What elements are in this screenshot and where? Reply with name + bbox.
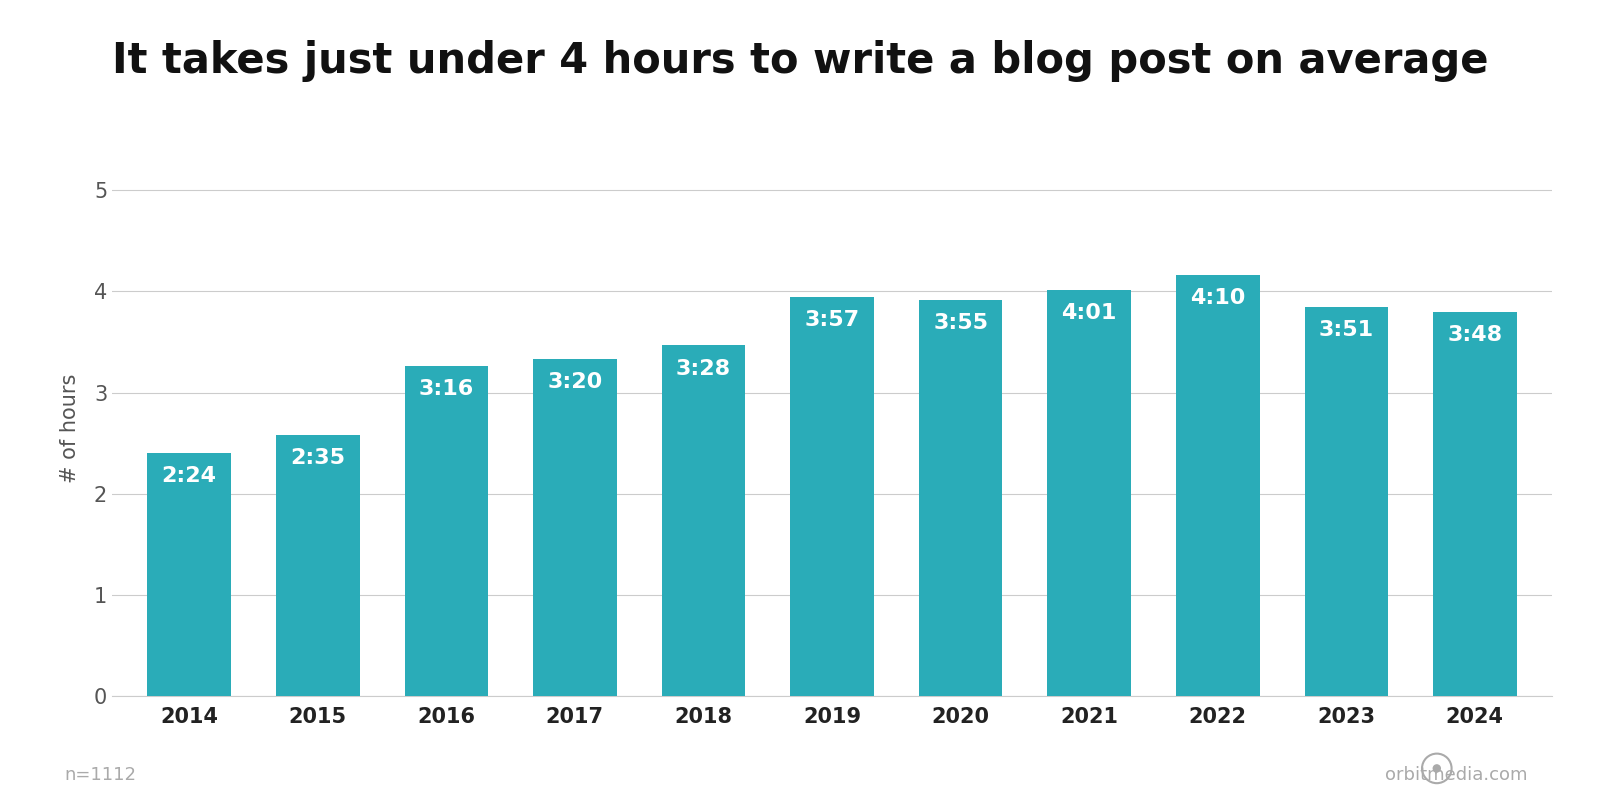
Bar xyxy=(275,434,360,696)
Circle shape xyxy=(1432,764,1442,773)
Text: 3:28: 3:28 xyxy=(675,358,731,378)
Text: 3:51: 3:51 xyxy=(1318,320,1374,340)
Text: 3:55: 3:55 xyxy=(933,313,989,333)
Text: 3:57: 3:57 xyxy=(805,310,859,330)
Bar xyxy=(1434,312,1517,696)
Bar xyxy=(1048,290,1131,696)
Bar xyxy=(147,454,230,696)
Bar xyxy=(662,346,746,696)
Text: It takes just under 4 hours to write a blog post on average: It takes just under 4 hours to write a b… xyxy=(112,40,1488,82)
Bar xyxy=(533,359,616,696)
Text: 3:16: 3:16 xyxy=(419,378,474,398)
Text: orbitmedia.com: orbitmedia.com xyxy=(1386,766,1528,784)
Bar xyxy=(790,297,874,696)
Bar xyxy=(405,366,488,696)
Bar xyxy=(1304,306,1389,696)
Bar xyxy=(1176,274,1259,696)
Bar xyxy=(918,300,1002,696)
Text: 4:10: 4:10 xyxy=(1190,288,1245,308)
Text: 3:20: 3:20 xyxy=(547,372,603,392)
Text: n=1112: n=1112 xyxy=(64,766,136,784)
Text: 4:01: 4:01 xyxy=(1061,303,1117,323)
Y-axis label: # of hours: # of hours xyxy=(61,374,80,482)
Text: 2:24: 2:24 xyxy=(162,466,216,486)
Text: 2:35: 2:35 xyxy=(290,448,346,468)
Text: 3:48: 3:48 xyxy=(1448,325,1502,345)
